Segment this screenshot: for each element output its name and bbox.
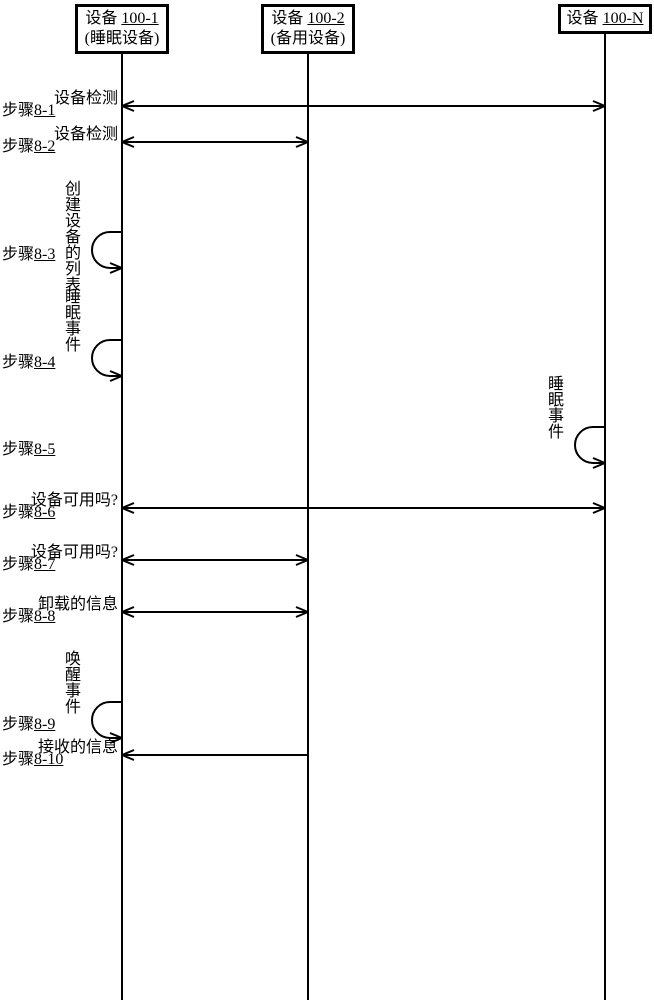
participant-box-device-n: 设备 100-N [558, 4, 652, 34]
step-label-prefix: 步骤 [2, 138, 34, 155]
message-label: 睡眠事件 [541, 375, 565, 439]
participant-box-device-1: 设备 100-1 (睡眠设备) [75, 4, 169, 54]
message-label: 设备检测 [54, 120, 118, 144]
title-id: 100-2 [307, 10, 344, 27]
lifeline-device-2 [307, 52, 309, 1000]
participant-subtitle: (备用设备) [268, 29, 348, 49]
step-label-prefix: 步骤 [2, 716, 34, 733]
step-label: 步骤8-4 [2, 348, 55, 372]
title-prefix: 设备 [567, 10, 603, 27]
step-label-prefix: 步骤 [2, 751, 34, 768]
message-label: 设备可用吗? [31, 486, 118, 510]
step-label: 步骤8-9 [2, 710, 55, 734]
step-label-id: 8-3 [34, 246, 55, 263]
lifeline-device-1 [121, 52, 123, 1000]
step-label-prefix: 步骤 [2, 441, 34, 458]
title-id: 100-1 [121, 10, 158, 27]
step-label: 步骤8-5 [2, 435, 55, 459]
step-label-prefix: 步骤 [2, 556, 34, 573]
step-label-prefix: 步骤 [2, 246, 34, 263]
step-label-id: 8-1 [34, 102, 55, 119]
step-label-prefix: 步骤 [2, 608, 34, 625]
participant-title: 设备 100-2 [268, 9, 348, 29]
message-label: 设备检测 [54, 84, 118, 108]
participant-title: 设备 100-N [565, 9, 645, 29]
message-label: 创建设备的列表 [58, 180, 82, 292]
message-label: 卸载的信息 [38, 590, 118, 614]
title-prefix: 设备 [85, 10, 121, 27]
step-label-prefix: 步骤 [2, 504, 34, 521]
title-id: 100-N [603, 10, 644, 27]
message-label: 接收的信息 [38, 733, 118, 757]
lifeline-device-n [604, 34, 606, 1000]
title-prefix: 设备 [271, 10, 307, 27]
step-label-prefix: 步骤 [2, 354, 34, 371]
step-label: 步骤8-2 [2, 132, 55, 156]
step-label: 步骤8-1 [2, 96, 55, 120]
participant-box-device-2: 设备 100-2 (备用设备) [261, 4, 355, 54]
message-label: 睡眠事件 [58, 288, 82, 352]
step-label-id: 8-4 [34, 354, 55, 371]
step-label-prefix: 步骤 [2, 102, 34, 119]
step-label-id: 8-9 [34, 716, 55, 733]
step-label: 步骤8-3 [2, 240, 55, 264]
message-label: 唤醒事件 [58, 650, 82, 714]
participant-title: 设备 100-1 [82, 9, 162, 29]
participant-subtitle: (睡眠设备) [82, 29, 162, 49]
message-label: 设备可用吗? [31, 538, 118, 562]
step-label-id: 8-2 [34, 138, 55, 155]
step-label-id: 8-5 [34, 441, 55, 458]
